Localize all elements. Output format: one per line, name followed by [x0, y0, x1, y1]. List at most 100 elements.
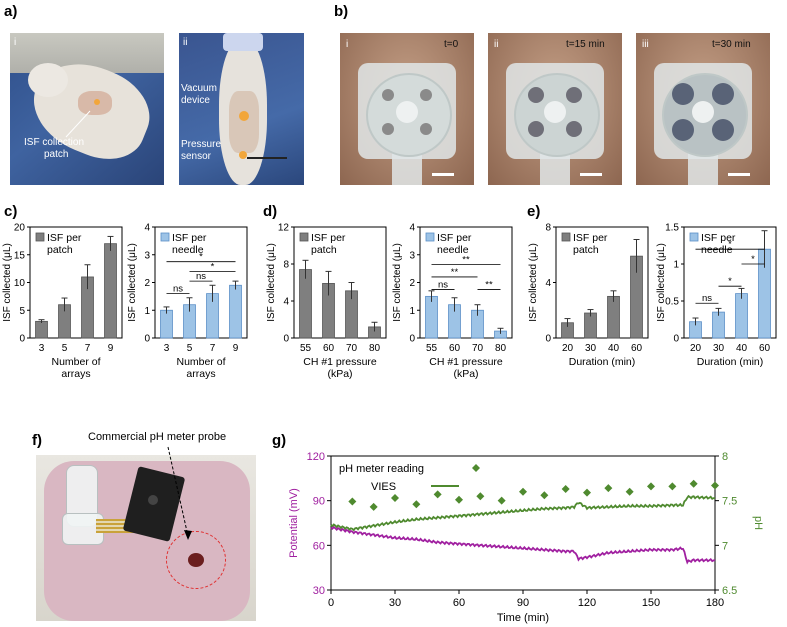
y-tick-label: 8: [283, 260, 289, 271]
legend-label: ISF per: [47, 232, 82, 244]
plot-frame: [683, 226, 777, 339]
significance-label: **: [462, 254, 470, 265]
x-tick-label: 150: [642, 597, 660, 609]
photo-a-i-arrow: [65, 110, 91, 138]
legend-swatch: [425, 232, 435, 242]
photo-patch-t0: i t=0: [340, 33, 474, 185]
x-tick-label: 40: [736, 343, 748, 354]
y-tick-label: 0: [673, 334, 679, 345]
photo-b-iii-time: t=30 min: [712, 39, 751, 50]
y-left-tick-label: 90: [313, 496, 325, 508]
x-axis-label: Time (min): [497, 612, 549, 624]
potential-series-line: [330, 525, 716, 565]
bar-chart-d_needle: 0 1 2 3 4 ISF collected (μL) 55 60 70 80 CH #1 pre…: [392, 223, 513, 380]
photo-a-ii-numeral: ii: [183, 37, 188, 48]
scale-bar: [580, 173, 602, 176]
ph-meter-point: [668, 482, 677, 491]
y-tick-label: 4: [283, 297, 289, 308]
y-axis-label: ISF collected (μL): [2, 243, 13, 322]
photo-rat-patch: i ISF collection patch: [10, 33, 164, 185]
legend-swatch: [689, 232, 699, 242]
y-left-tick-label: 60: [313, 540, 325, 552]
x-tick-label: 9: [233, 343, 239, 354]
x-tick-label: 30: [585, 343, 597, 354]
x-tick-label: 55: [300, 343, 312, 354]
ph-meter-point: [391, 493, 399, 502]
panel-label-a: a): [4, 3, 18, 20]
y-tick-label: 0: [283, 334, 289, 345]
panel-label-c: c): [4, 203, 18, 220]
ph-meter-point: [711, 481, 719, 490]
x-axis-label: Duration (min): [569, 356, 636, 368]
x-tick-label: 70: [346, 343, 358, 354]
ph-meter-point: [433, 490, 442, 499]
y-tick-label: 8: [545, 223, 551, 234]
ph-meter-point: [540, 491, 549, 500]
x-axis-label-2: (kPa): [453, 368, 478, 380]
ph-meter-point: [583, 488, 591, 497]
photo-b-i-numeral: i: [346, 39, 349, 50]
photo-a-i-label-2: patch: [44, 149, 69, 160]
legend-swatch: [35, 232, 45, 242]
x-tick-label: 3: [39, 343, 45, 354]
legend-label: ISF per: [172, 232, 207, 244]
y-axis-label: ISF collected (μL): [656, 243, 667, 322]
y-axis-label: ISF collected (μL): [127, 243, 138, 322]
legend-label-2: patch: [47, 244, 73, 256]
x-tick-label: 0: [328, 597, 334, 609]
y-tick-label: 12: [278, 223, 290, 234]
significance-label: **: [485, 279, 493, 290]
y-left-tick-label: 30: [313, 585, 325, 597]
x-tick-label: 3: [164, 343, 170, 354]
x-tick-label: 9: [108, 343, 114, 354]
ph-meter-point: [647, 482, 655, 491]
photo-b-i-time: t=0: [444, 39, 459, 50]
legend-label-2: needle: [172, 244, 204, 256]
legend-swatch: [160, 232, 170, 242]
x-axis-label-2: arrays: [186, 368, 215, 380]
y-tick-label: 0: [19, 334, 25, 345]
y-right-tick-label: 7: [722, 540, 728, 552]
legend-label-2: patch: [573, 244, 599, 256]
significance-label: *: [728, 276, 732, 287]
x-tick-label: 180: [706, 597, 724, 609]
y-axis-label: ISF collected (μL): [528, 243, 539, 322]
y-tick-label: 20: [14, 223, 26, 234]
x-tick-label: 55: [426, 343, 438, 354]
y-tick-label: 10: [14, 278, 26, 289]
ph-meter-point: [369, 502, 378, 511]
x-axis-label-2: (kPa): [327, 368, 352, 380]
x-axis-label: CH #1 pressure: [303, 356, 377, 368]
y-tick-label: 3: [409, 250, 415, 261]
photo-device-on-rat: [36, 455, 256, 621]
y-tick-label: 1: [673, 260, 679, 271]
legend-label-2: needle: [701, 244, 733, 256]
significance-label: *: [728, 239, 732, 250]
legend-diamond-marker: [472, 464, 480, 472]
ph-meter-point: [455, 495, 463, 504]
x-tick-label: 20: [562, 343, 574, 354]
x-axis-label: Number of: [176, 356, 225, 368]
y-tick-label: 0: [144, 334, 150, 345]
ph-meter-point: [604, 484, 613, 493]
photo-a-ii-label-vacuum-2: device: [181, 95, 210, 106]
legend-label: ISF per: [573, 232, 608, 244]
ph-meter-point: [348, 497, 357, 506]
panel-label-e: e): [527, 203, 541, 220]
legend-label: ISF per: [437, 232, 472, 244]
photo-rat-vacuum: ii Vacuum device Pressure sensor: [179, 33, 304, 185]
photo-a-i-numeral: i: [14, 37, 17, 48]
x-tick-label: 7: [210, 343, 216, 354]
bar-chart-c_needle: 0 1 2 3 4 ISF collected (μL) 3 5 7 9 Number ofarra…: [127, 223, 248, 380]
bar-chart-e_needle: 0 0.5 1 1.5 ISF collected (μL) 20 30 40 60 Durati…: [656, 223, 777, 368]
x-tick-label: 60: [631, 343, 643, 354]
x-tick-label: 20: [690, 343, 702, 354]
y-tick-label: 4: [144, 223, 150, 234]
photo-a-ii-label-pressure-2: sensor: [181, 151, 212, 162]
y-right-axis-label: pH: [752, 516, 764, 530]
plot-frame: [293, 226, 387, 339]
photo-patch-t15: ii t=15 min: [488, 33, 622, 185]
